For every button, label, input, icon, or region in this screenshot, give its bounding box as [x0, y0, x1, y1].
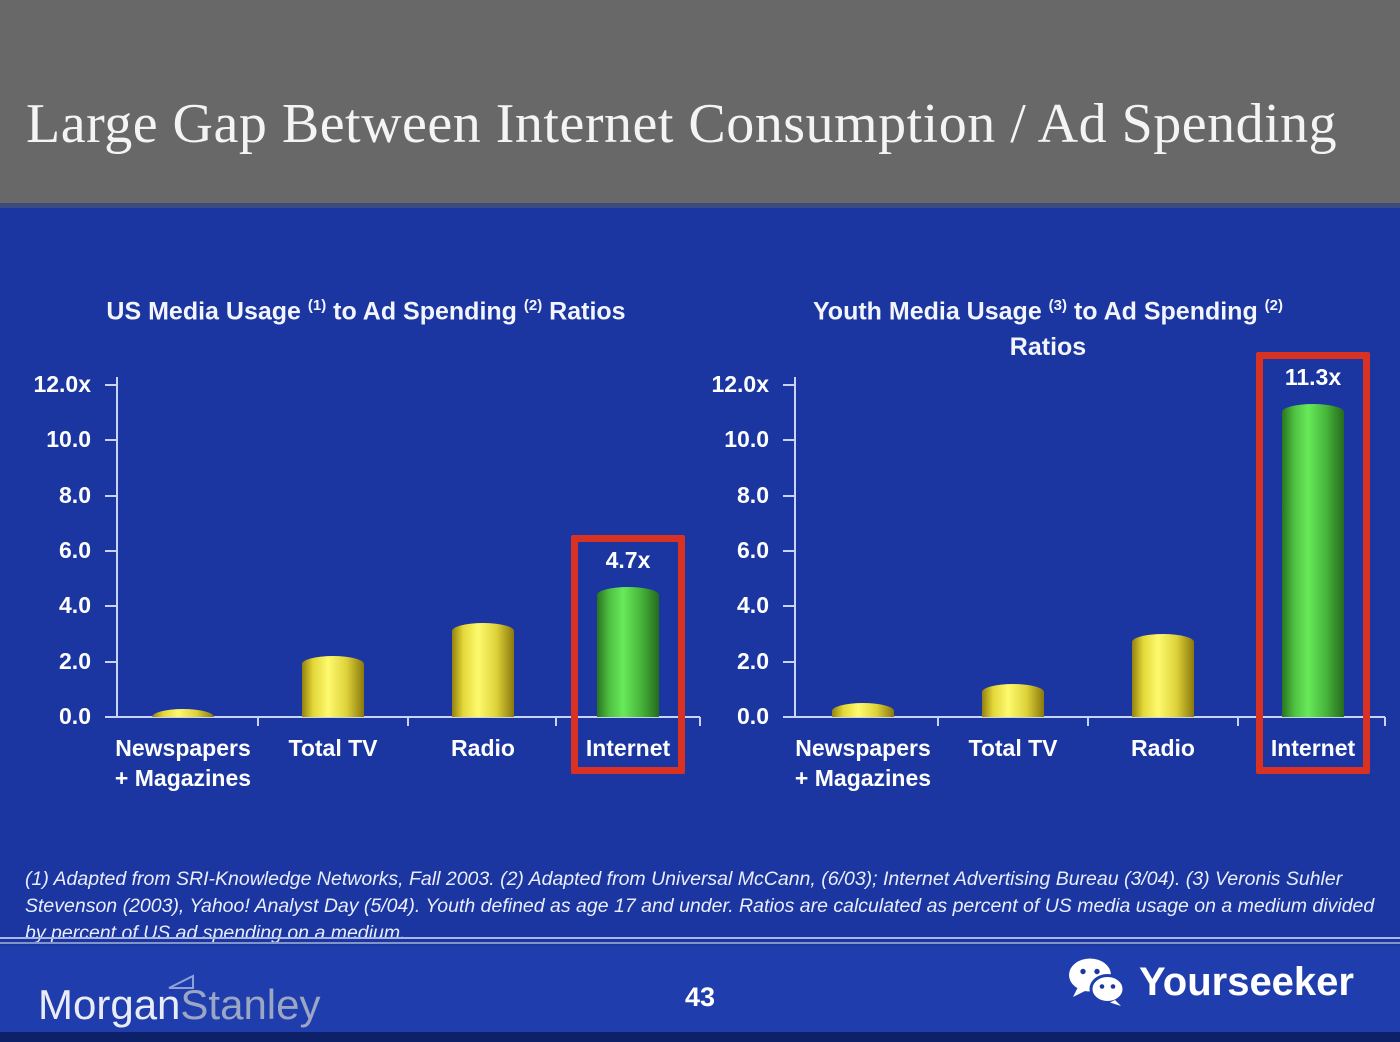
category-label: Newspapers + Magazines — [794, 735, 932, 791]
y-tick — [105, 605, 117, 608]
y-tick — [105, 660, 117, 663]
y-tick-label: 8.0 — [737, 481, 769, 508]
slide-title: Large Gap Between Internet Consumption /… — [26, 93, 1338, 155]
slide-header: Large Gap Between Internet Consumption /… — [0, 0, 1400, 203]
x-tick — [554, 717, 557, 726]
category-label: Total TV — [288, 735, 378, 761]
y-tick — [783, 550, 795, 552]
y-tick-label: 10.0 — [724, 426, 769, 453]
chart-title: Youth Media Usage (3) to Ad Spending (2)… — [812, 297, 1284, 362]
y-axis — [116, 377, 118, 717]
partner-logo: Yourseeker — [1068, 958, 1354, 1006]
morgan-stanley-flag-icon — [168, 974, 194, 989]
y-tick — [105, 550, 117, 552]
y-tick-label: 4.0 — [59, 592, 91, 619]
bottom-strip — [0, 1032, 1400, 1042]
bar-value-label: 4.7x — [605, 546, 651, 573]
y-tick-label: 12.0x — [33, 371, 91, 397]
footnote: (1) Adapted from SRI-Knowledge Networks,… — [25, 868, 1375, 944]
y-tick-label: 12.0x — [711, 371, 769, 397]
bar-radio — [452, 622, 514, 717]
y-tick — [783, 605, 795, 608]
y-tick-label: 2.0 — [59, 647, 91, 674]
y-tick-label: 4.0 — [737, 592, 769, 619]
y-tick-label: 0.0 — [59, 703, 91, 729]
y-tick — [783, 494, 795, 497]
brand-stanley: Stanley — [180, 981, 321, 1028]
y-tick-label: 0.0 — [737, 703, 769, 729]
y-tick-label: 6.0 — [59, 537, 91, 563]
footer-divider — [0, 937, 1400, 944]
category-label: Internet — [1270, 735, 1356, 761]
x-axis — [795, 716, 1385, 718]
bar-radio — [1132, 634, 1194, 717]
bar-internet — [1282, 404, 1344, 717]
partner-name: Yourseeker — [1139, 959, 1354, 1004]
y-tick — [783, 384, 795, 386]
bar-total-tv — [982, 683, 1044, 717]
y-tick — [783, 660, 795, 663]
y-tick — [105, 716, 117, 718]
x-tick — [1087, 717, 1089, 726]
category-label: Newspapers + Magazines — [114, 735, 252, 791]
bar-total-tv — [302, 656, 364, 717]
brand-morgan: Morgan — [38, 981, 181, 1028]
category-label: Total TV — [968, 735, 1058, 761]
category-label: Radio — [451, 735, 515, 761]
x-tick — [937, 717, 939, 726]
x-tick — [1384, 717, 1386, 726]
y-tick — [783, 439, 795, 442]
bar-newspapers — [832, 703, 894, 717]
header-divider — [0, 203, 1400, 208]
x-tick — [257, 717, 259, 726]
chart-title: US Media Usage (1) to Ad Spending (2) Ra… — [106, 297, 626, 326]
y-tick — [105, 439, 117, 442]
page-number: 43 — [684, 982, 716, 1012]
highlight-box — [1256, 352, 1370, 774]
x-tick — [407, 717, 409, 726]
highlight-box — [571, 534, 685, 774]
category-label: Internet — [585, 735, 671, 761]
bar-value-label: 11.3x — [1284, 364, 1342, 391]
y-tick-label: 2.0 — [737, 647, 769, 674]
y-tick — [105, 494, 117, 497]
footer-band — [0, 946, 1400, 1032]
y-tick-label: 10.0 — [46, 426, 91, 453]
x-tick — [699, 717, 701, 726]
morgan-stanley-logo: MorganStanley — [38, 974, 321, 1028]
bar-newspapers — [152, 708, 214, 717]
x-tick — [1237, 717, 1239, 726]
wechat-icon — [1069, 958, 1126, 1006]
y-tick-label: 6.0 — [737, 537, 769, 563]
y-tick-label: 8.0 — [59, 481, 91, 508]
y-axis — [794, 377, 796, 717]
category-label: Radio — [1131, 735, 1195, 761]
bar-internet — [597, 586, 659, 717]
y-tick — [105, 384, 117, 386]
y-tick — [783, 716, 795, 718]
